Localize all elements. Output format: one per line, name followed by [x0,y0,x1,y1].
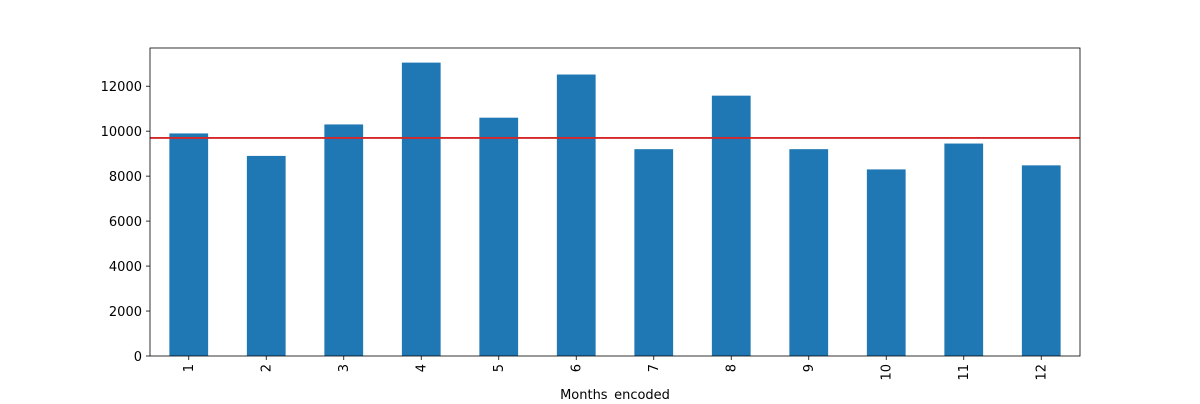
x-tick-label-10: 10 [879,364,894,381]
x-tick-label-1: 1 [182,364,197,372]
x-tick-label-12: 12 [1034,364,1049,381]
bar-1 [169,133,209,356]
x-axis-label: Months_encoded [560,388,670,400]
x-tick-label-3: 3 [337,364,352,372]
bar-3 [324,124,364,356]
y-tick-label-4000: 4000 [109,260,142,275]
bars-group [169,62,1061,357]
x-tick-label-6: 6 [569,364,584,372]
bar-4 [401,62,441,357]
bar-6 [556,74,596,356]
x-tick-label-8: 8 [724,364,739,372]
bar-10 [866,169,906,356]
x-tick-label-4: 4 [414,364,429,372]
y-tick-label-2000: 2000 [109,305,142,320]
plot-frame [149,47,1081,357]
x-axis: 1 2 3 4 5 6 7 8 9 10 11 12 [182,356,1049,381]
y-axis: 0 2000 4000 6000 8000 10000 12000 [101,80,150,365]
bar-7 [634,149,674,356]
bar-11 [944,143,984,356]
bar-5 [479,117,519,357]
y-tick-label-12000: 12000 [101,80,142,95]
bar-8 [711,95,751,356]
x-tick-label-11: 11 [957,364,972,381]
y-tick-label-0: 0 [134,350,142,365]
bar-9 [789,149,829,356]
x-tick-label-5: 5 [492,364,507,372]
bar-12 [1021,165,1061,356]
x-tick-label-7: 7 [647,364,662,372]
y-tick-label-8000: 8000 [109,170,142,185]
bar-2 [246,155,286,356]
y-tick-label-10000: 10000 [101,125,142,140]
x-tick-label-9: 9 [802,364,817,372]
y-tick-label-6000: 6000 [109,215,142,230]
x-tick-label-2: 2 [259,364,274,372]
